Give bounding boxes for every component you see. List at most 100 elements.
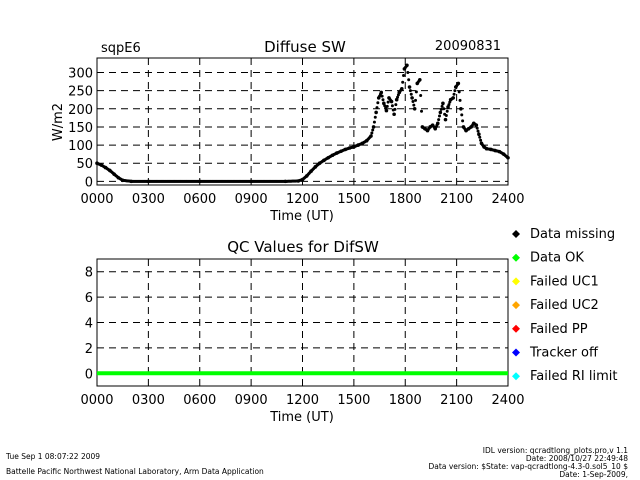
qc-y-tick-label: 2	[85, 342, 93, 357]
diffuse-sw-point	[385, 104, 389, 108]
diffuse-sw-point	[453, 89, 457, 93]
date-label: 20090831	[435, 39, 501, 54]
diffuse-sw-point	[394, 97, 399, 102]
diffuse-sw-point	[381, 98, 385, 102]
qc-x-label: Time (UT)	[269, 410, 334, 425]
diffuse-sw-point	[420, 109, 424, 113]
qc-y-tick-label: 0	[85, 367, 93, 382]
qc-x-tick-label: 0900	[235, 393, 268, 408]
diffuse-sw-point	[411, 100, 415, 104]
diffuse-sw-point	[375, 106, 379, 110]
diffuse-sw-point	[438, 110, 443, 115]
qc-grid	[97, 259, 508, 386]
legend-marker	[512, 253, 520, 262]
legend-item-label: Data OK	[530, 251, 584, 266]
legend-marker	[512, 230, 520, 238]
diffuse-sw-point	[459, 107, 463, 111]
diffuse-sw-point	[393, 107, 397, 111]
diffuse-sw-y-tick-label: 250	[68, 85, 93, 100]
qc-x-tick-label: 0300	[132, 393, 165, 408]
legend-marker	[512, 324, 520, 333]
diffuse-sw-point	[446, 105, 450, 109]
footer-idl-version: IDL version: qcradtlong_plots.pro,v 1.1	[483, 446, 628, 455]
diffuse-sw-y-tick-label: 0	[85, 175, 93, 190]
diffuse-sw-y-label: W/m2	[51, 103, 66, 141]
diffuse-sw-x-tick-label: 0000	[80, 192, 113, 207]
diffuse-sw-point	[392, 112, 396, 117]
diffuse-sw-point	[419, 93, 423, 97]
diffuse-sw-point	[414, 98, 418, 102]
diffuse-sw-point	[389, 99, 394, 104]
diffuse-sw-grid	[97, 58, 508, 185]
diffuse-sw-point	[410, 96, 414, 100]
diffuse-sw-point	[369, 134, 373, 138]
diffuse-sw-point	[390, 104, 394, 108]
diffuse-sw-point	[447, 103, 451, 107]
legend-item-label: Failed PP	[530, 322, 588, 337]
diffuse-sw-point	[382, 101, 386, 106]
diffuse-sw-point	[414, 90, 418, 94]
diffuse-sw-point	[442, 107, 446, 111]
diffuse-sw-point	[371, 125, 376, 129]
diffuse-sw-point	[371, 128, 375, 132]
footer-lab: Battelle Pacific Northwest National Labo…	[6, 467, 264, 476]
diffuse-sw-point	[435, 121, 440, 126]
diffuse-sw-point	[407, 78, 411, 82]
legend-item-label: Failed UC1	[530, 274, 599, 289]
diffuse-sw-y-tick-label: 100	[68, 139, 93, 154]
footer-date: Date: 2008/10/27 22:49:48	[526, 454, 628, 463]
footer-data-version: Data version: $State: vap-qcradtlong-4.3…	[429, 462, 629, 471]
diffuse-sw-x-tick-label: 1200	[286, 192, 319, 207]
diffuse-sw-x-tick-label: 1500	[337, 192, 370, 207]
diffuse-sw-point	[418, 77, 422, 82]
diffuse-sw-point	[374, 110, 378, 115]
legend-marker	[512, 277, 520, 286]
diffuse-sw-points	[95, 63, 510, 184]
diffuse-sw-point	[370, 131, 374, 135]
diffuse-sw-point	[437, 118, 441, 122]
diffuse-sw-point	[406, 71, 410, 75]
diffuse-sw-x-tick-label: 2400	[491, 192, 524, 207]
diffuse-sw-point	[457, 90, 461, 94]
diffuse-sw-point	[458, 98, 462, 102]
legend-item-label: Tracker off	[529, 346, 599, 361]
diffuse-sw-point	[394, 103, 398, 107]
footer-file-date: Date: 1-Sep-2009,	[559, 470, 628, 479]
diffuse-sw-point	[373, 115, 377, 119]
diffuse-sw-y-tick-label: 200	[68, 103, 93, 118]
diffuse-sw-point	[379, 90, 384, 95]
diffuse-sw-point	[383, 104, 387, 108]
diffuse-sw-point	[443, 117, 448, 122]
legend-marker	[512, 301, 520, 310]
diffuse-sw-x-tick-label: 2100	[440, 192, 473, 207]
qc-values-plot: 0 2 4 6 8 0000 0300 0600 0900 1200 1500 1800 2100 24…	[80, 258, 525, 425]
diffuse-sw-point	[451, 96, 456, 100]
diffuse-sw-point	[376, 101, 380, 105]
diffuse-sw-y-tick-label: 300	[68, 67, 93, 82]
legend-item-label: Failed UC2	[530, 298, 599, 313]
qc-y-ticks: 0 2 4 6 8	[85, 266, 93, 383]
qc-x-ticks: 0000 0300 0600 0900 1200 1500 1800 2100 2400	[80, 393, 524, 408]
diffuse-sw-x-tick-label: 1800	[389, 192, 422, 207]
footer-timestamp: Tue Sep 1 08:07:22 2009	[5, 452, 100, 461]
qc-x-tick-label: 2100	[440, 393, 473, 408]
qc-x-tick-label: 1500	[337, 393, 370, 408]
diffuse-sw-plot: 0 50 100 150 200 250 300 0000 0300 0600 0900 1200 1…	[51, 57, 525, 224]
diffuse-sw-point	[372, 120, 376, 124]
diffuse-sw-point	[396, 95, 400, 99]
diffuse-sw-y-ticks: 0 50 100 150 200 250 300	[68, 67, 93, 191]
diffuse-sw-point	[438, 114, 441, 118]
diffuse-sw-y-tick-label: 50	[76, 157, 93, 172]
diffuse-sw-x-tick-label: 0900	[235, 192, 268, 207]
diffuse-sw-point	[452, 92, 456, 96]
qc-chart-title: QC Values for DifSW	[227, 238, 379, 256]
legend-marker	[512, 372, 520, 381]
diffuse-sw-point	[400, 87, 404, 91]
diffuse-sw-point	[476, 129, 480, 133]
qc-x-tick-label: 1200	[286, 393, 319, 408]
diffuse-sw-point	[477, 132, 481, 136]
diffuse-sw-point	[445, 109, 449, 113]
diffuse-sw-x-label: Time (UT)	[269, 209, 334, 224]
diffuse-sw-point	[439, 107, 443, 111]
